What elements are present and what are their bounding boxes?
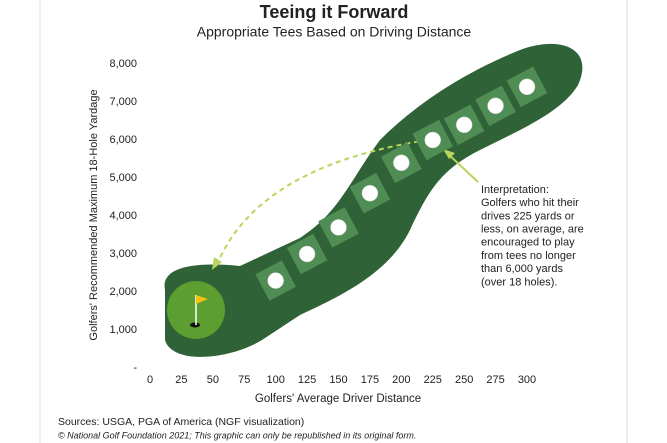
arrow-head <box>443 149 455 159</box>
y-tick-label: 8,000 <box>109 58 137 70</box>
x-tick-label: 0 <box>147 374 153 386</box>
tee-ball <box>475 85 516 127</box>
annotation-line: less, on average, are <box>481 224 584 236</box>
hole <box>190 322 200 328</box>
annotation-line: drives 225 yards or <box>481 210 575 222</box>
annotation-line: encouraged to play <box>481 237 575 249</box>
chart-subtitle: Appropriate Tees Based on Driving Distan… <box>197 24 472 40</box>
annotation-line: Golfers who hit their <box>481 197 579 209</box>
x-tick-label: 275 <box>486 374 504 386</box>
x-tick-label: 100 <box>266 374 284 386</box>
tee-ball <box>381 142 422 184</box>
x-axis-label: Golfers' Average Driver Distance <box>255 393 421 405</box>
y-tick-label: 3,000 <box>109 248 137 260</box>
tee-ball <box>443 104 485 146</box>
tee-ball <box>506 66 548 108</box>
x-tick-label: 250 <box>455 374 473 386</box>
arrow-head <box>212 257 222 270</box>
annotation-line: (over 18 holes). <box>481 276 557 288</box>
annotation-line: than 6,000 yards <box>481 263 563 275</box>
tee-ball <box>349 172 391 214</box>
x-tick-label: 75 <box>238 374 250 386</box>
y-tick-label: 4,000 <box>109 210 137 222</box>
y-axis-label: Golfers' Recommended Maximum 18-Hole Yar… <box>88 89 100 340</box>
x-tick-label: 50 <box>207 374 219 386</box>
golf-ball <box>518 78 536 96</box>
y-tick-label: 5,000 <box>109 172 137 184</box>
tee-ball <box>255 260 296 301</box>
flag <box>196 295 208 304</box>
source: Sources: USGA, PGA of America (NGF visua… <box>58 416 304 428</box>
annotation-line: Interpretation: <box>481 184 549 196</box>
x-tick-label: 300 <box>518 374 536 386</box>
annotation-line: from tees no longer <box>481 250 576 262</box>
y-tick-label: 2,000 <box>109 286 137 298</box>
x-tick-label: 225 <box>424 374 442 386</box>
x-tick-label: 125 <box>298 374 316 386</box>
golf-ball <box>487 97 504 115</box>
y-tick-label: 6,000 <box>109 134 137 146</box>
y-tick-label: 7,000 <box>109 96 137 108</box>
golf-ball <box>361 184 379 202</box>
golf-ball <box>330 219 347 236</box>
dashed-arrow <box>217 139 429 263</box>
golf-ball <box>298 245 316 263</box>
golf-ball <box>393 154 410 172</box>
tee-ball <box>412 119 454 161</box>
x-tick-label: 175 <box>361 374 379 386</box>
y-tick-label: - <box>133 362 137 374</box>
chart-title: Teeing it Forward <box>260 2 409 22</box>
tee-ball <box>318 207 359 248</box>
golf-ball <box>267 272 284 289</box>
x-tick-label: 200 <box>392 374 410 386</box>
y-tick-label: 1,000 <box>109 324 137 336</box>
tee-ball <box>286 233 328 275</box>
copyright: © National Golf Foundation 2021; This gr… <box>58 430 416 440</box>
annotation-arrow <box>446 152 479 183</box>
x-tick-label: 150 <box>329 374 347 386</box>
golf-ball <box>424 131 441 149</box>
x-tick-label: 25 <box>175 374 187 386</box>
golf-ball <box>455 116 473 134</box>
